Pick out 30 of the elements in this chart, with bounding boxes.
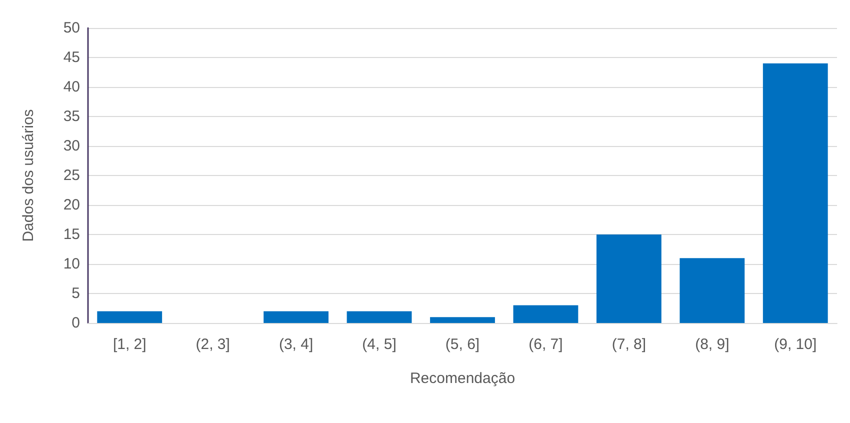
bar: [346, 311, 412, 323]
bar: [596, 234, 662, 323]
y-axis-title: Dados dos usuários: [20, 109, 37, 242]
y-tick-label: 45: [63, 49, 80, 66]
x-tick-label: (8, 9]: [695, 336, 730, 353]
x-tick-label: (7, 8]: [612, 336, 646, 353]
bar: [680, 258, 745, 323]
bar: [264, 311, 329, 323]
y-tick-label: 40: [63, 78, 80, 96]
y-tick-label: 0: [72, 314, 80, 332]
bar: [513, 305, 578, 323]
x-tick-label: (6, 7]: [528, 336, 563, 353]
y-tick-label: 50: [63, 20, 80, 36]
x-axis-title: Recomendação: [410, 370, 516, 387]
bar: [430, 317, 495, 323]
y-tick-label: 25: [63, 167, 80, 184]
bar: [762, 63, 828, 323]
x-tick-label: (4, 5]: [362, 336, 396, 353]
y-tick-label: 35: [63, 108, 80, 125]
y-tick-label: 15: [63, 226, 80, 243]
x-tick-label: (3, 4]: [278, 336, 314, 353]
y-tick-label: 5: [72, 285, 80, 302]
y-tick-label: 30: [63, 138, 80, 154]
bar: [97, 311, 162, 323]
x-tick-label: (2, 3]: [196, 336, 230, 353]
y-tick-label: 20: [63, 196, 80, 214]
x-tick-label: (5, 6]: [445, 336, 480, 353]
x-tick-label: (9, 10]: [774, 336, 817, 353]
y-tick-label: 10: [63, 256, 80, 272]
x-tick-label: [1, 2]: [112, 336, 146, 353]
